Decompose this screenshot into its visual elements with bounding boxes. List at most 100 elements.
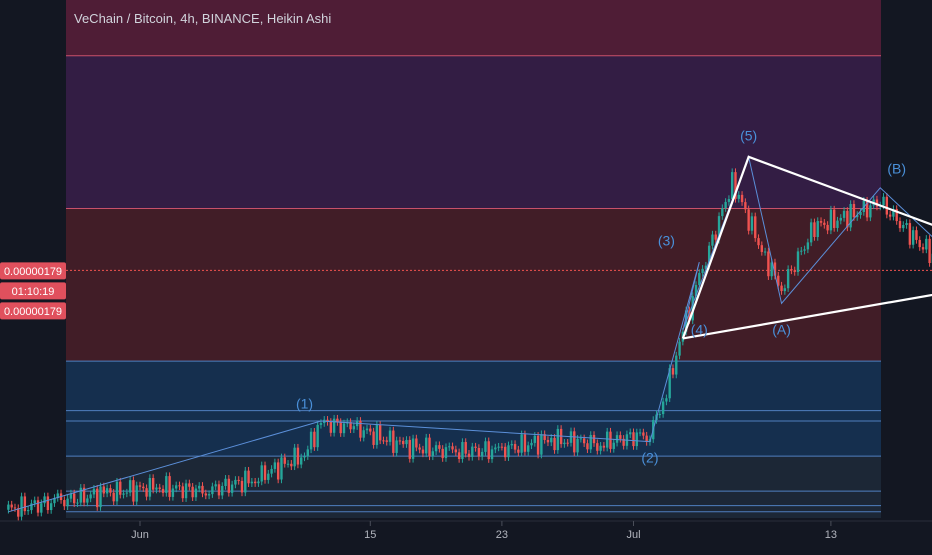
candle-body xyxy=(925,239,927,250)
candle-body xyxy=(534,436,536,443)
candle-body xyxy=(537,436,539,455)
candle-body xyxy=(201,486,203,494)
candle-body xyxy=(330,422,332,433)
candle-body xyxy=(191,487,193,498)
candle-body xyxy=(797,251,799,272)
candle-body xyxy=(754,216,756,238)
candle-body xyxy=(724,202,726,208)
candle-body xyxy=(103,486,105,493)
candle-body xyxy=(139,485,141,486)
candle-body xyxy=(251,482,253,484)
candle-body xyxy=(425,438,427,454)
candle-body xyxy=(790,269,792,270)
candle-body xyxy=(882,197,884,206)
candle-body xyxy=(451,446,453,449)
candle-body xyxy=(188,483,190,486)
candle-body xyxy=(432,451,434,456)
candle-body xyxy=(484,441,486,452)
candle-body xyxy=(261,465,263,481)
x-tick-label: 13 xyxy=(825,529,837,541)
candle-body xyxy=(76,503,78,504)
candle-body xyxy=(37,500,39,512)
candle-body xyxy=(119,482,121,495)
candle-body xyxy=(540,434,542,454)
wave-label: (A) xyxy=(772,321,791,337)
candle-body xyxy=(491,449,493,459)
zones-layer xyxy=(66,0,881,518)
zone-band xyxy=(66,0,881,56)
candle-body xyxy=(662,401,664,414)
wave-label: (4) xyxy=(691,321,708,337)
candle-body xyxy=(441,449,443,458)
candle-body xyxy=(767,252,769,277)
candle-body xyxy=(501,447,503,448)
wave-label: (B) xyxy=(887,160,906,176)
candle-body xyxy=(642,432,644,435)
candle-body xyxy=(507,445,509,457)
candle-body xyxy=(428,438,430,457)
candle-body xyxy=(613,443,615,449)
candle-body xyxy=(465,442,467,454)
x-tick-label: 23 xyxy=(496,529,508,541)
candle-body xyxy=(310,432,312,450)
candle-body xyxy=(369,429,371,432)
candle-body xyxy=(257,481,259,483)
candle-body xyxy=(152,478,154,490)
candle-body xyxy=(353,426,355,429)
candle-body xyxy=(303,456,305,457)
candle-body xyxy=(902,225,904,228)
candle-body xyxy=(787,269,789,288)
candle-body xyxy=(395,440,397,453)
candle-body xyxy=(376,425,378,445)
candle-body xyxy=(557,429,559,450)
candle-body xyxy=(412,438,414,458)
candle-body xyxy=(20,496,22,516)
candle-body xyxy=(764,252,766,253)
candle-body xyxy=(290,464,292,467)
candle-body xyxy=(293,448,295,467)
candle-body xyxy=(524,434,526,451)
candle-body xyxy=(274,462,276,469)
candle-body xyxy=(63,500,65,506)
candle-body xyxy=(514,444,516,450)
candle-body xyxy=(455,449,457,452)
candle-body xyxy=(89,494,91,498)
candle-body xyxy=(553,438,555,450)
zone-band xyxy=(66,361,881,456)
candle-body xyxy=(747,209,749,230)
candle-body xyxy=(744,202,746,209)
candle-body xyxy=(599,446,601,451)
x-tick-label: Jun xyxy=(131,529,149,541)
zone-band xyxy=(66,456,881,518)
candle-body xyxy=(182,486,184,498)
candle-body xyxy=(494,448,496,450)
candle-body xyxy=(116,482,118,502)
candle-body xyxy=(899,221,901,228)
candle-body xyxy=(382,440,384,441)
candle-body xyxy=(586,443,588,449)
candle-body xyxy=(211,486,213,494)
candle-body xyxy=(379,425,381,440)
candle-body xyxy=(751,216,753,230)
candle-body xyxy=(142,487,144,488)
candle-body xyxy=(478,448,480,457)
candle-body xyxy=(231,485,233,493)
candle-body xyxy=(731,172,733,199)
x-tick-label: 15 xyxy=(364,529,376,541)
candle-body xyxy=(639,432,641,433)
candle-body xyxy=(803,249,805,250)
candle-body xyxy=(886,197,888,215)
candle-body xyxy=(162,489,164,493)
candle-body xyxy=(112,493,114,502)
candle-body xyxy=(264,465,266,480)
candle-body xyxy=(126,493,128,494)
candle-body xyxy=(665,398,667,401)
candle-body xyxy=(807,242,809,249)
candle-body xyxy=(247,471,249,484)
price-badge-last: 0.00000179 xyxy=(4,306,62,318)
candle-body xyxy=(810,222,812,242)
candle-body xyxy=(629,432,631,434)
